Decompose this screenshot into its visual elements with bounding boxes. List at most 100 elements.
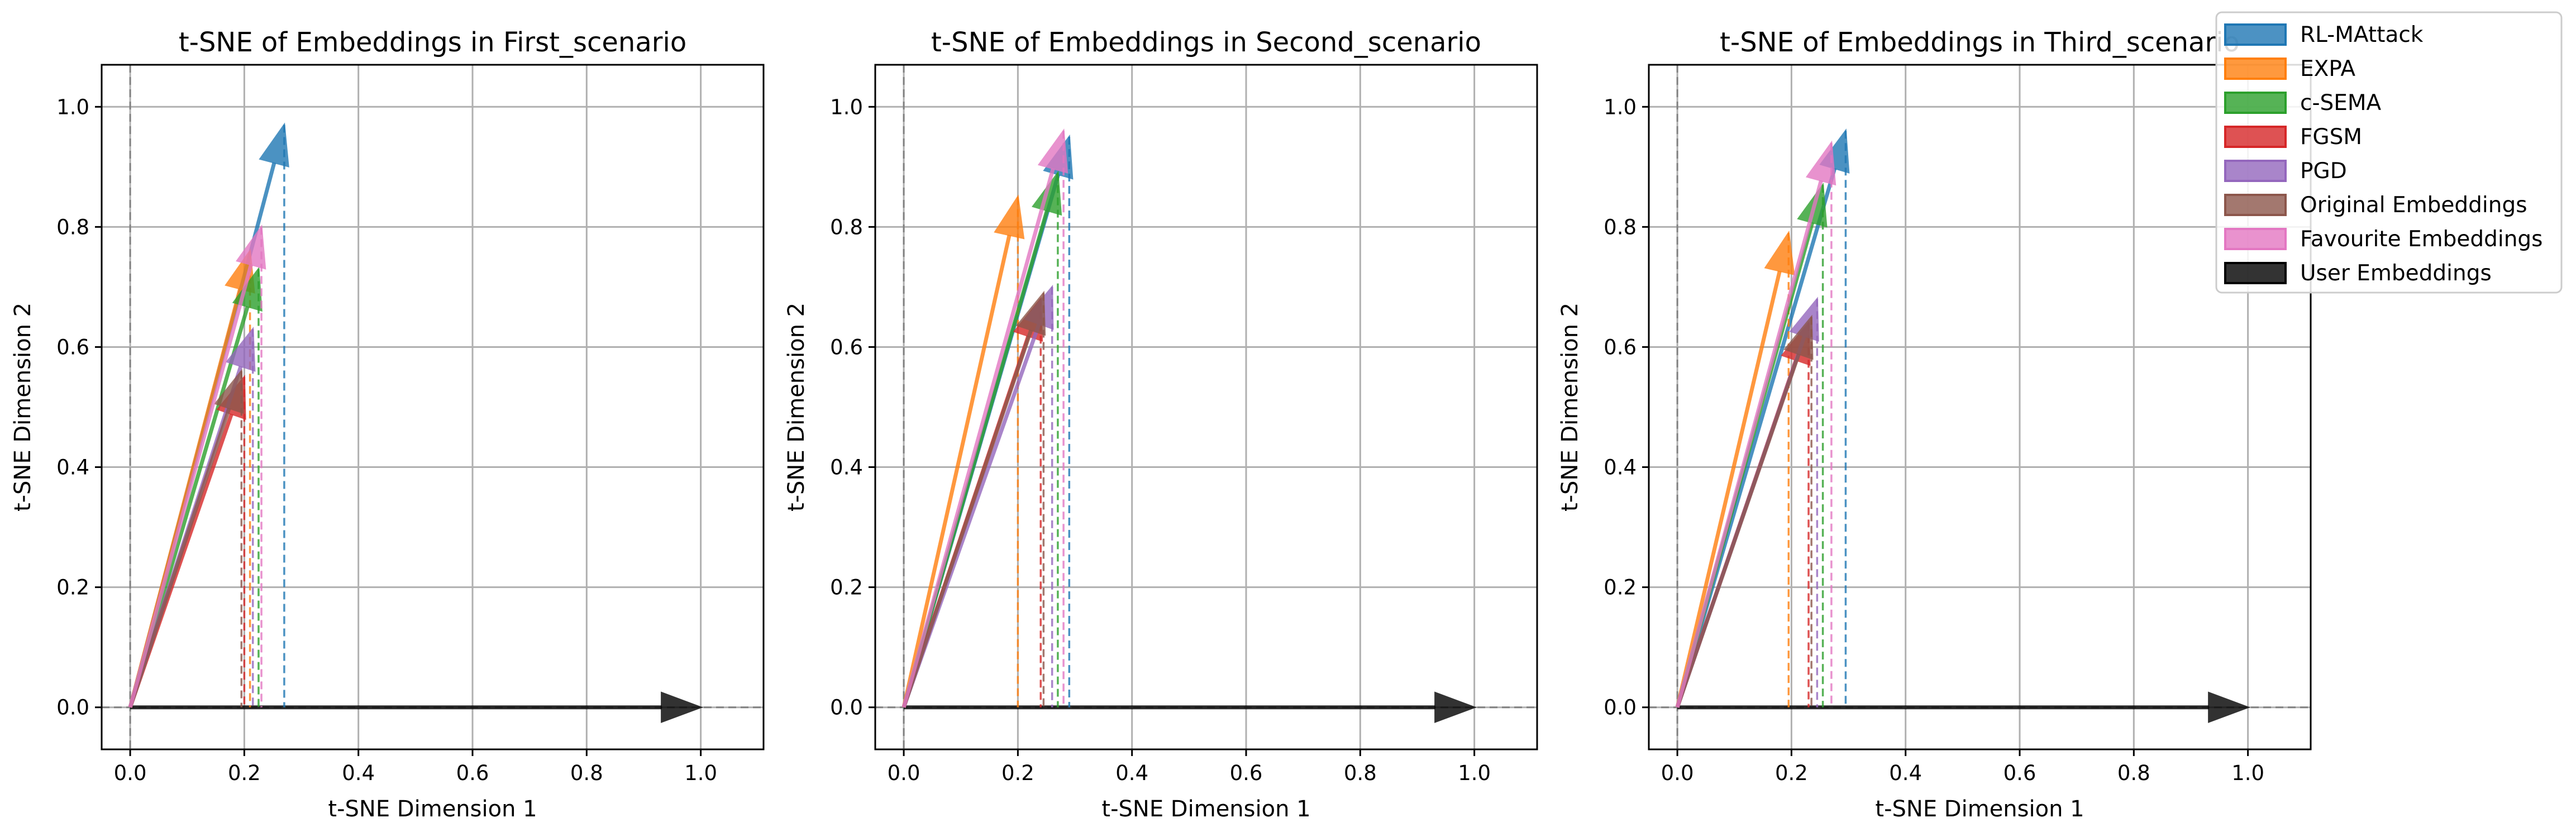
vector-original-embeddings xyxy=(1675,314,1814,708)
y-tick-label: 0.0 xyxy=(830,696,863,720)
y-tick-label: 0.6 xyxy=(56,335,89,359)
y-tick-label: 1.0 xyxy=(1604,95,1637,119)
x-tick-label: 0.2 xyxy=(1001,761,1034,785)
legend-item: FGSM xyxy=(2224,125,2362,150)
legend-label: User Embeddings xyxy=(2300,261,2492,286)
x-axis-label: t-SNE Dimension 1 xyxy=(1101,796,1310,822)
x-tick-label: 0.6 xyxy=(1230,761,1263,785)
x-tick-label: 0.0 xyxy=(1661,761,1694,785)
x-tick-label: 0.6 xyxy=(2003,761,2036,785)
x-tick-label: 0.2 xyxy=(1775,761,1808,785)
legend-swatch xyxy=(2224,58,2287,80)
x-tick-label: 1.0 xyxy=(684,761,717,785)
y-tick-label: 0.6 xyxy=(830,335,863,359)
legend-item: PGD xyxy=(2224,159,2347,184)
x-tick-label: 0.8 xyxy=(2117,761,2150,785)
vector-expa xyxy=(901,194,1025,708)
y-tick-label: 0.6 xyxy=(1604,335,1637,359)
axes-frame xyxy=(101,64,765,750)
axes-frame xyxy=(874,64,1538,750)
arrow-head xyxy=(661,691,703,723)
legend-swatch xyxy=(2224,228,2287,250)
legend-item: c-SEMA xyxy=(2224,90,2382,116)
arrow-head xyxy=(1783,314,1814,360)
y-tick-label: 0.2 xyxy=(1604,576,1637,600)
vector-original-embeddings xyxy=(901,290,1046,708)
legend-label: FGSM xyxy=(2300,125,2362,150)
x-tick-label: 1.0 xyxy=(1458,761,1491,785)
legend-item: Favourite Embeddings xyxy=(2224,227,2542,252)
legend-swatch xyxy=(2224,23,2287,46)
vector-user-embeddings xyxy=(904,691,1477,723)
x-tick-label: 0.2 xyxy=(228,761,261,785)
y-axis-label: t-SNE Dimension 2 xyxy=(784,303,809,511)
legend-item: Original Embeddings xyxy=(2224,193,2527,218)
arrow-head xyxy=(1764,230,1795,276)
legend-swatch xyxy=(2224,126,2287,148)
vector-favourite-embeddings xyxy=(1675,140,1836,708)
arrow-head xyxy=(236,224,266,270)
y-tick-label: 0.4 xyxy=(830,456,863,480)
subplot-2: 0.0 0.2 0.4 0.6 0.8 1.0 0.0 0.2 0.4 0.6 0.8 1.0 t-SN… xyxy=(784,27,1538,822)
legend-frame xyxy=(2215,11,2563,294)
x-tick-label: 0.4 xyxy=(1889,761,1922,785)
vector-favourite-embeddings xyxy=(128,224,266,708)
arrow-head xyxy=(994,194,1025,240)
x-tick-label: 0.8 xyxy=(1344,761,1377,785)
arrow-head xyxy=(2208,691,2250,723)
y-tick-label: 0.0 xyxy=(1604,696,1637,720)
vector-favourite-embeddings xyxy=(901,128,1068,708)
x-tick-label: 0.0 xyxy=(888,761,920,785)
y-tick-label: 0.0 xyxy=(56,696,89,720)
subplot-3: 0.0 0.2 0.4 0.6 0.8 1.0 0.0 0.2 0.4 0.6 0.8 1.0 t-SN… xyxy=(1557,27,2312,822)
arrow-head xyxy=(1015,290,1046,336)
arrow-head xyxy=(214,369,244,414)
legend-item: User Embeddings xyxy=(2224,261,2492,286)
legend-swatch xyxy=(2224,92,2287,114)
y-tick-label: 1.0 xyxy=(830,95,863,119)
y-axis-label: t-SNE Dimension 2 xyxy=(1557,303,1583,511)
y-tick-label: 0.4 xyxy=(1604,456,1637,480)
x-tick-label: 0.4 xyxy=(342,761,375,785)
x-tick-label: 1.0 xyxy=(2231,761,2264,785)
arrow-head xyxy=(225,327,256,372)
y-tick-label: 0.8 xyxy=(1604,215,1637,239)
y-tick-label: 0.8 xyxy=(830,215,863,239)
legend-label: Favourite Embeddings xyxy=(2300,227,2542,252)
x-axis-label: t-SNE Dimension 1 xyxy=(1875,796,2084,822)
x-tick-label: 0.0 xyxy=(114,761,147,785)
arrow-shaft xyxy=(128,264,253,708)
vector-user-embeddings xyxy=(1677,691,2250,723)
x-axis-label: t-SNE Dimension 1 xyxy=(328,796,537,822)
legend-swatch xyxy=(2224,262,2287,284)
y-axis-label: t-SNE Dimension 2 xyxy=(10,303,36,511)
arrow-head xyxy=(1434,691,1477,723)
axes-frame xyxy=(1648,64,2312,750)
arrow-head xyxy=(1037,128,1068,174)
arrow-shaft xyxy=(1675,270,1782,708)
subplot-title: t-SNE of Embeddings in First_scenario xyxy=(179,27,686,58)
subplot-1: 0.0 0.2 0.4 0.6 0.8 1.0 0.0 0.2 0.4 0.6 0.8 1.0 t-SN… xyxy=(10,27,765,822)
y-tick-label: 0.2 xyxy=(56,576,89,600)
arrow-shaft xyxy=(901,235,1012,708)
arrow-shaft xyxy=(901,168,1055,708)
legend: RL-MAttack EXPA c-SEMA FGSM PGD Original Embe… xyxy=(2215,11,2563,294)
legend-item: EXPA xyxy=(2224,56,2355,82)
legend-label: c-SEMA xyxy=(2300,90,2382,116)
subplot-title: t-SNE of Embeddings in Third_scenario xyxy=(1720,27,2240,58)
legend-label: EXPA xyxy=(2300,56,2355,82)
vector-original-embeddings xyxy=(128,369,244,708)
arrow-shaft xyxy=(1675,353,1801,708)
arrow-head xyxy=(1805,140,1836,186)
y-tick-label: 1.0 xyxy=(56,95,89,119)
y-tick-label: 0.4 xyxy=(56,456,89,480)
legend-swatch xyxy=(2224,194,2287,216)
arrow-shaft xyxy=(128,407,231,708)
legend-label: Original Embeddings xyxy=(2300,193,2527,218)
y-tick-label: 0.2 xyxy=(830,576,863,600)
legend-label: RL-MAttack xyxy=(2300,22,2424,47)
x-tick-label: 0.6 xyxy=(456,761,489,785)
y-tick-label: 0.8 xyxy=(56,215,89,239)
subplot-title: t-SNE of Embeddings in Second_scenario xyxy=(931,27,1481,58)
